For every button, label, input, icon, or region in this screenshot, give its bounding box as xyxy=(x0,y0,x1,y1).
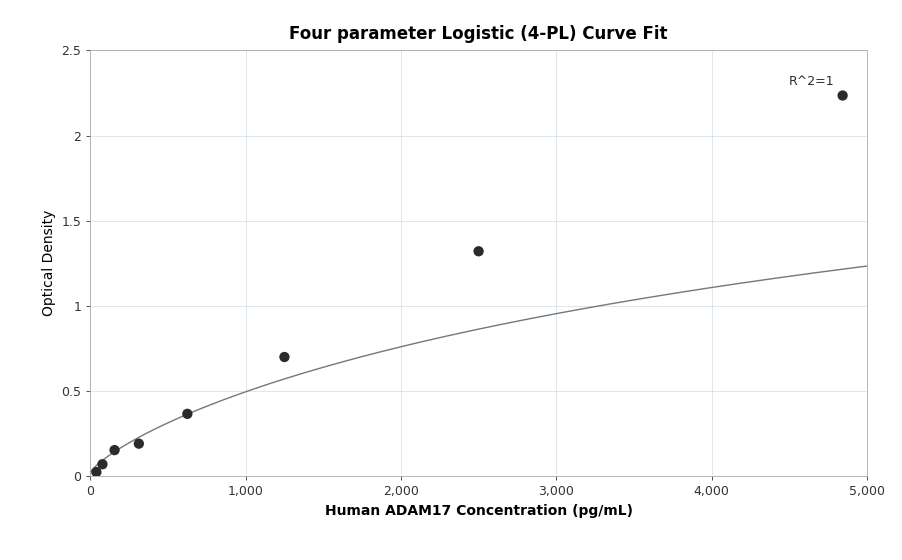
Y-axis label: Optical Density: Optical Density xyxy=(41,210,56,316)
Point xyxy=(180,409,195,418)
Point xyxy=(89,468,104,477)
Point xyxy=(277,353,291,362)
Point xyxy=(834,91,849,100)
Point xyxy=(95,460,109,469)
Point xyxy=(107,446,122,455)
Point xyxy=(471,247,485,256)
X-axis label: Human ADAM17 Concentration (pg/mL): Human ADAM17 Concentration (pg/mL) xyxy=(324,503,632,517)
Title: Four parameter Logistic (4-PL) Curve Fit: Four parameter Logistic (4-PL) Curve Fit xyxy=(289,25,667,43)
Point xyxy=(132,439,146,448)
Text: R^2=1: R^2=1 xyxy=(787,75,833,88)
